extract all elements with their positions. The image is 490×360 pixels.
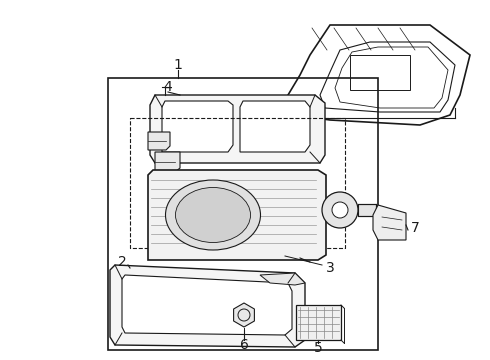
Polygon shape: [162, 101, 233, 152]
Polygon shape: [155, 152, 180, 172]
Bar: [358, 204, 376, 216]
Text: 4: 4: [164, 80, 172, 94]
Text: 1: 1: [173, 58, 182, 72]
Bar: [296, 305, 341, 340]
Text: 5: 5: [314, 341, 322, 355]
Polygon shape: [148, 170, 326, 260]
Circle shape: [332, 202, 348, 218]
Ellipse shape: [166, 180, 261, 250]
Polygon shape: [260, 273, 305, 285]
Bar: [130, 118, 345, 248]
Bar: [350, 55, 410, 90]
Polygon shape: [122, 275, 292, 335]
Polygon shape: [373, 205, 406, 240]
Polygon shape: [240, 101, 310, 152]
Circle shape: [322, 192, 358, 228]
Text: 3: 3: [326, 261, 334, 275]
Bar: [108, 78, 378, 350]
Text: 6: 6: [240, 338, 248, 352]
Text: 7: 7: [411, 221, 419, 235]
Text: 2: 2: [118, 255, 126, 269]
Polygon shape: [148, 132, 170, 150]
Polygon shape: [150, 95, 325, 163]
Polygon shape: [110, 265, 305, 347]
Ellipse shape: [175, 188, 250, 243]
